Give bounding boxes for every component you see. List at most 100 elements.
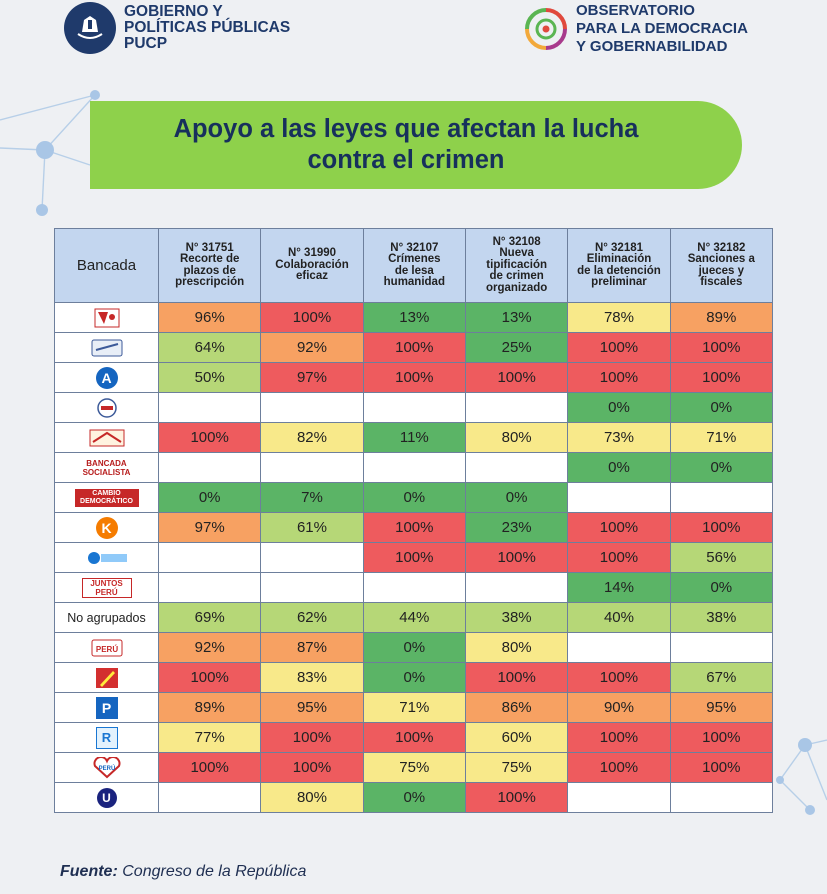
- support-value-cell: 0%: [362, 662, 466, 693]
- law-description-line: de la detención: [577, 264, 661, 277]
- table-row: 100% 83% 0% 100% 100% 67%: [54, 662, 774, 693]
- support-value-cell: 100%: [157, 662, 262, 693]
- avanza-pais-logo: [91, 338, 123, 356]
- empty-cell: [260, 572, 364, 603]
- bancada-socialista-logo: BANCADA SOCIALISTA: [82, 458, 131, 477]
- support-value-cell: 64%: [157, 332, 262, 363]
- bancada-cell: JUNTOS PERÚ: [54, 572, 159, 603]
- empty-cell: [464, 452, 569, 483]
- support-value-cell: 62%: [260, 602, 364, 633]
- law-number: N° 32107: [390, 241, 439, 254]
- observatorio-logo-line-1: OBSERVATORIO: [576, 2, 695, 19]
- support-value-cell: 100%: [567, 362, 671, 393]
- table-row: 64% 92% 100% 25% 100% 100%: [54, 332, 774, 363]
- empty-cell: [157, 542, 262, 573]
- honor-democracia-logo: [86, 548, 128, 565]
- law-number: N° 32182: [697, 241, 746, 254]
- empty-cell: [362, 452, 466, 483]
- empty-cell: [669, 632, 774, 663]
- support-value-cell: 69%: [157, 602, 262, 633]
- source-text: Congreso de la República: [122, 863, 307, 880]
- empty-cell: [567, 482, 671, 513]
- support-value-cell: 100%: [362, 512, 466, 543]
- svg-text:PERÚ: PERÚ: [95, 645, 117, 654]
- law-description-line: preliminar: [591, 276, 647, 288]
- empty-cell: [567, 782, 671, 813]
- table-row: R 77% 100% 100% 60% 100% 100%: [54, 722, 774, 753]
- peru-bicentenario-logo: PERÚ: [91, 638, 123, 656]
- table-row: 96% 100% 13% 13% 78% 89%: [54, 302, 774, 333]
- support-value-cell: 13%: [464, 302, 569, 333]
- accion-popular-logo: [95, 667, 119, 688]
- support-value-cell: 89%: [157, 692, 262, 723]
- chart-title-line-1: Apoyo a las leyes que afectan la lucha: [173, 115, 639, 143]
- bancada-cell: PERÚ: [54, 632, 159, 663]
- law-description-line: humanidad: [383, 276, 445, 288]
- support-value-cell: 38%: [464, 602, 569, 633]
- law-number: N° 32108: [492, 235, 541, 248]
- support-value-cell: 83%: [260, 662, 364, 693]
- support-value-cell: 56%: [669, 542, 774, 573]
- bancada-cell-no-agrupados: No agrupados: [54, 602, 159, 633]
- table-row: PERÚ 100% 100% 75% 75% 100% 100%: [54, 752, 774, 783]
- law-description-line: eficaz: [296, 270, 328, 283]
- table-row: No agrupados 69% 62% 44% 38% 40% 38%: [54, 602, 774, 633]
- empty-cell: [567, 632, 671, 663]
- support-value-cell: 90%: [567, 692, 671, 723]
- bancada-cell: [54, 662, 159, 693]
- empty-cell: [362, 392, 466, 423]
- pucp-logo-line-2: POLÍTICAS PÚBLICAS: [124, 19, 291, 36]
- table-body: 96% 100% 13% 13% 78% 89% 64% 92% 100% 25% 100% 100%…: [54, 302, 774, 813]
- empty-cell: [464, 392, 569, 423]
- law-number: N° 31751: [185, 241, 234, 254]
- law-number: N° 32181: [594, 241, 644, 254]
- support-value-cell: 40%: [567, 602, 671, 633]
- bancada-cell: CAMBIO DEMOCRÁTICO: [54, 482, 159, 513]
- support-value-cell: 50%: [157, 362, 262, 393]
- table-row: 100% 82% 11% 80% 73% 71%: [54, 422, 774, 453]
- empty-cell: [669, 782, 774, 813]
- support-value-cell: 100%: [567, 332, 671, 363]
- support-value-cell: 100%: [669, 752, 774, 783]
- empty-cell: [464, 572, 569, 603]
- support-value-cell: 100%: [362, 722, 466, 753]
- law-description-line: Colaboración: [275, 258, 349, 271]
- support-value-cell: 71%: [669, 422, 774, 453]
- table-row: CAMBIO DEMOCRÁTICO 0% 7% 0% 0%: [54, 482, 774, 513]
- table-row: BANCADA SOCIALISTA 0% 0%: [54, 452, 774, 483]
- law-description-line: fiscales: [700, 276, 743, 288]
- bancada-cell: [54, 422, 159, 453]
- law-description-line: organizado: [485, 281, 548, 294]
- support-value-cell: 100%: [567, 752, 671, 783]
- law-header-5: N° 32182 Sanciones a jueces y fiscales: [669, 228, 774, 303]
- support-value-cell: 0%: [567, 452, 671, 483]
- bancada-cell: [54, 302, 159, 333]
- support-value-cell: 73%: [567, 422, 671, 453]
- law-description-line: Nueva: [499, 247, 534, 260]
- pucp-logo: GOBIERNO Y POLÍTICAS PÚBLICAS PUCP: [64, 2, 290, 54]
- support-value-cell: 11%: [362, 422, 466, 453]
- bancada-cell: P: [54, 692, 159, 723]
- support-value-cell: 87%: [260, 632, 364, 663]
- peru-libre-logo: [94, 308, 120, 327]
- law-description-line: Recorte de: [179, 253, 240, 265]
- empty-cell: [157, 452, 262, 483]
- support-value-cell: 75%: [464, 752, 569, 783]
- juntos-peru-vp-logo: JUNTOS PERÚ: [81, 577, 132, 598]
- support-value-cell: 71%: [362, 692, 466, 723]
- support-value-cell: 38%: [669, 602, 774, 633]
- pucp-logo-line-3: PUCP: [124, 35, 168, 52]
- support-value-cell: 7%: [260, 482, 364, 513]
- table-header-row: Bancada N° 31751 Recorte de plazos de presc…: [54, 228, 774, 303]
- support-value-cell: 97%: [157, 512, 262, 543]
- support-value-cell: 100%: [157, 752, 262, 783]
- pucp-crest-icon: [64, 2, 116, 54]
- bancada-cell: BANCADA SOCIALISTA: [54, 452, 159, 483]
- observatorio-circle-icon: [525, 8, 567, 50]
- bancada-cell: PERÚ: [54, 752, 159, 783]
- law-header-2: N° 32107 Crímenes de lesa humanidad: [362, 228, 466, 303]
- chart-title: Apoyo a las leyes que afectan la lucha c…: [146, 114, 666, 176]
- support-value-cell: 0%: [669, 392, 774, 423]
- support-value-cell: 100%: [669, 362, 774, 393]
- alianza-progreso-logo: A: [95, 366, 118, 389]
